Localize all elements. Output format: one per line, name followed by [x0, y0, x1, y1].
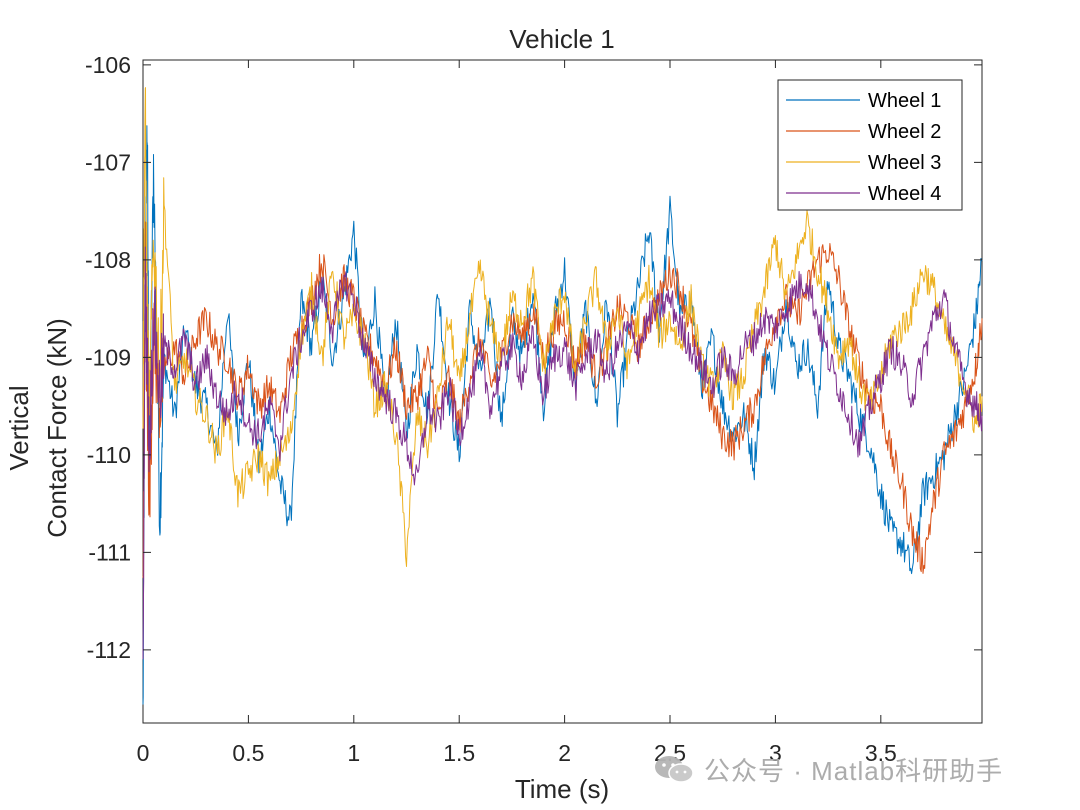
y-tick-label: -110 [87, 442, 131, 468]
y-tick-label: -112 [87, 637, 131, 663]
x-tick-label: 0 [137, 740, 150, 766]
series-line-wheel-1 [142, 125, 983, 705]
y-axis-label-line-2: Contact Force (kN) [42, 318, 72, 538]
watermark: 公众号 · Matlab科研助手 [652, 752, 1003, 786]
y-axis-ticks: -106 -107 -108 -109 -110 -111 -112 [85, 52, 982, 663]
legend-label-wheel-3: Wheel 3 [868, 152, 941, 174]
y-axis-label-line-1: Vertical [4, 385, 34, 470]
y-tick-label: -106 [85, 52, 131, 78]
y-tick-label: -109 [85, 344, 131, 370]
legend: Wheel 1 Wheel 2 Wheel 3 Wheel 4 [777, 79, 963, 211]
legend-label-wheel-1: Wheel 1 [868, 90, 941, 112]
series-line-wheel-4 [142, 246, 983, 660]
x-tick-label: 0.5 [232, 740, 264, 766]
x-tick-label: 3.5 [865, 740, 897, 766]
chart-title: Vehicle 1 [509, 24, 615, 54]
x-axis-label: Time (s) [515, 774, 609, 804]
x-tick-label: 2 [558, 740, 571, 766]
y-axis-label: Vertical Contact Force (kN) [4, 318, 72, 538]
series-layer [142, 87, 983, 705]
y-tick-label: -107 [85, 149, 131, 175]
wechat-icon [652, 754, 696, 784]
watermark-text: 公众号 · Matlab科研助手 [704, 755, 1004, 786]
legend-box [777, 79, 963, 211]
y-tick-label: -111 [88, 539, 131, 565]
x-tick-label: 1 [347, 740, 360, 766]
legend-label-wheel-4: Wheel 4 [868, 183, 941, 205]
x-tick-label: 3 [769, 740, 782, 766]
series-line-wheel-3 [142, 87, 983, 567]
y-tick-label: -108 [85, 247, 131, 273]
legend-label-wheel-2: Wheel 2 [868, 121, 941, 143]
x-tick-label: 1.5 [443, 740, 475, 766]
